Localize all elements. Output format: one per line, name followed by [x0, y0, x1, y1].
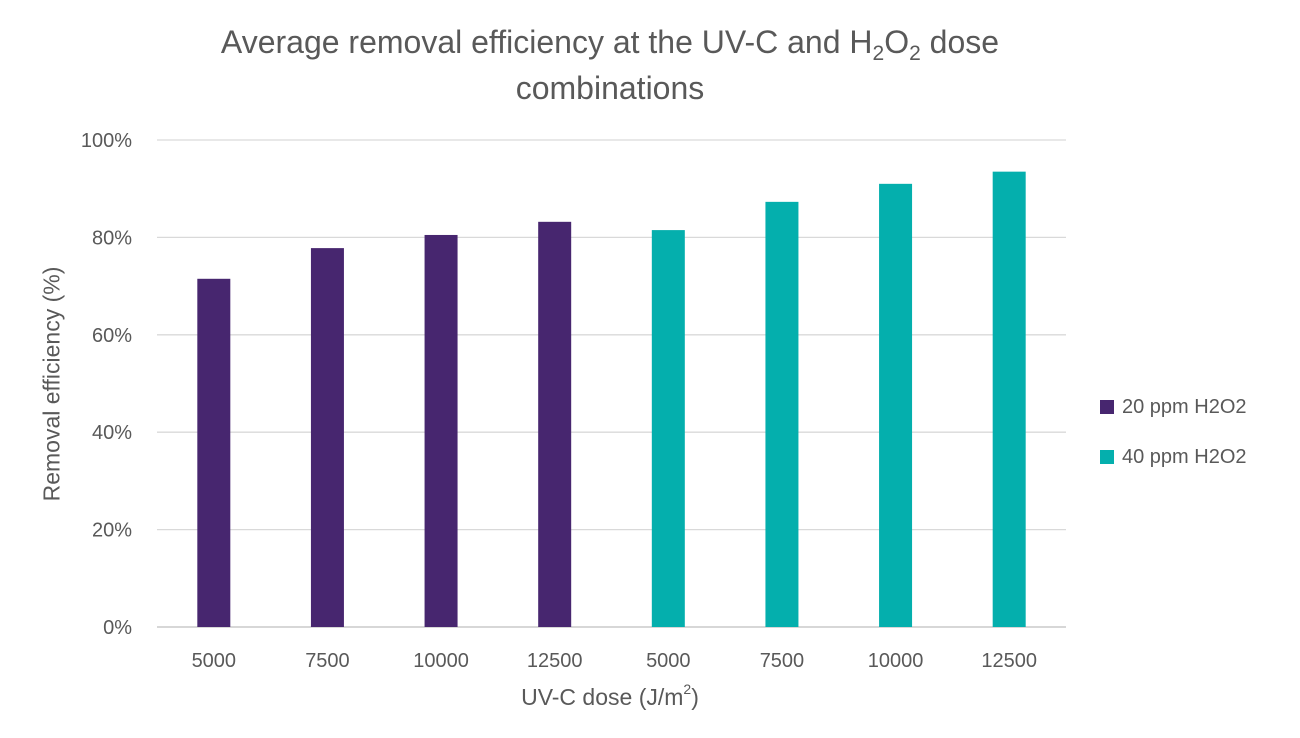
x-tick-label: 12500 — [527, 650, 583, 672]
x-tick-label: 7500 — [305, 650, 350, 672]
bars — [197, 171, 1026, 628]
legend-label-20ppm: 20 ppm H2O2 — [1122, 395, 1247, 418]
y-tick-label: 60% — [92, 325, 132, 347]
title-subscript-h: 2 — [872, 42, 885, 65]
y-tick-label: 20% — [92, 520, 132, 542]
y-tick-label: 40% — [92, 422, 132, 444]
x-tick-label: 5000 — [646, 650, 691, 672]
x-axis-ticks: 5000 7500 10000 12500 5000 7500 10000 12500 — [192, 650, 1037, 672]
bar-20ppm-5000 — [197, 278, 231, 627]
title-subscript-o: 2 — [909, 42, 921, 65]
title-text-dose: dose — [920, 24, 1000, 60]
x-axis-title-end: ) — [691, 684, 699, 710]
y-tick-label: 80% — [92, 227, 132, 249]
x-axis-title: UV-C dose (J/m2) — [0, 681, 1220, 711]
legend: 20 ppm H2O2 40 ppm H2O2 — [1100, 394, 1247, 494]
y-axis-title: Removal efficiency (%) — [38, 266, 65, 502]
x-tick-label: 10000 — [413, 650, 469, 672]
legend-item-20ppm: 20 ppm H2O2 — [1100, 394, 1247, 420]
x-tick-label: 12500 — [981, 650, 1037, 672]
x-axis-title-text: UV-C dose (J/m — [521, 684, 684, 710]
legend-label-40ppm: 40 ppm H2O2 — [1122, 445, 1247, 468]
chart-title-line2: combinations — [515, 70, 705, 106]
x-tick-label: 10000 — [868, 650, 924, 672]
x-tick-label: 5000 — [192, 650, 237, 672]
gridlines — [157, 139, 1066, 628]
bar-40ppm-12500 — [992, 171, 1026, 627]
bar-20ppm-10000 — [424, 234, 458, 627]
legend-item-40ppm: 40 ppm H2O2 — [1100, 444, 1247, 470]
bar-20ppm-12500 — [538, 221, 572, 628]
bar-40ppm-10000 — [879, 183, 913, 627]
bar-20ppm-7500 — [310, 248, 344, 627]
y-axis-ticks: 0% 20% 40% 60% 80% 100% — [81, 130, 132, 639]
title-text: Average removal efficiency at the UV-C a… — [220, 24, 873, 60]
bar-40ppm-5000 — [651, 230, 685, 627]
legend-swatch-40ppm — [1100, 450, 1114, 464]
y-tick-label: 0% — [103, 617, 132, 639]
x-tick-label: 7500 — [760, 650, 805, 672]
x-axis-title-superscript: 2 — [683, 681, 692, 697]
chart-title-line1: Average removal efficiency at the UV-C a… — [0, 24, 1220, 65]
y-tick-label: 100% — [81, 130, 132, 152]
title-text-o: O — [884, 24, 910, 60]
legend-swatch-20ppm — [1100, 400, 1114, 414]
bar-40ppm-7500 — [765, 201, 799, 627]
